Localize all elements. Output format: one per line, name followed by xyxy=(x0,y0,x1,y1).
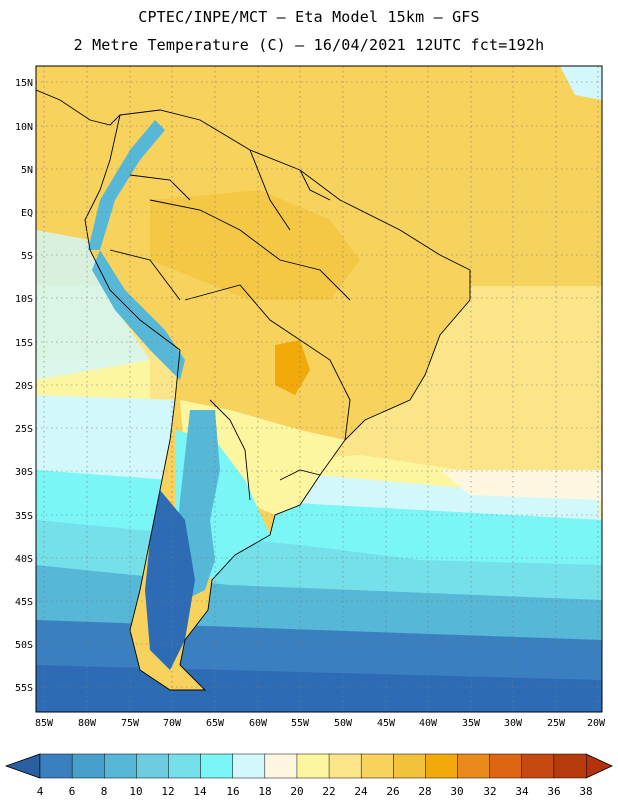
colorbar-label: 30 xyxy=(450,785,463,798)
colorbar-label: 36 xyxy=(547,785,560,798)
lon-label: 80W xyxy=(78,718,97,729)
colorbar-swatch xyxy=(200,753,234,779)
colorbar-swatch xyxy=(457,753,491,779)
lon-label: 60W xyxy=(249,718,268,729)
colorbar-swatch xyxy=(136,753,170,779)
chart-title-line2: 2 Metre Temperature (C) – 16/04/2021 12U… xyxy=(73,36,545,54)
central-andes-cold xyxy=(92,250,185,380)
colorbar-high-arrow xyxy=(585,753,613,779)
colorbar-label: 38 xyxy=(579,785,592,798)
lat-label: 55S xyxy=(15,683,33,694)
colorbar-swatch xyxy=(39,753,73,779)
colorbar-swatch xyxy=(168,753,202,779)
lat-label: 25S xyxy=(15,424,33,435)
lon-label: 70W xyxy=(163,718,182,729)
colorbar-label: 4 xyxy=(37,785,44,798)
colorbar-label: 20 xyxy=(290,785,303,798)
colorbar-swatch xyxy=(264,753,298,779)
lat-label: 50S xyxy=(15,640,33,651)
southern-andes-coldest xyxy=(145,490,195,670)
colorbar-label: 32 xyxy=(483,785,496,798)
lon-label: 75W xyxy=(121,718,140,729)
colorbar-swatch xyxy=(296,753,330,779)
colorbar-label: 26 xyxy=(386,785,399,798)
amazon-warm-region xyxy=(150,190,360,300)
lon-label: 25W xyxy=(547,718,566,729)
longitude-labels: 85W 80W 75W 70W 65W 60W 55W 50W 45W 40W … xyxy=(35,718,606,729)
lat-label: EQ xyxy=(21,208,33,219)
lat-label: 5N xyxy=(21,165,33,176)
colorbar-swatch xyxy=(232,753,266,779)
lat-label: 15S xyxy=(15,338,33,349)
colorbar-label: 16 xyxy=(226,785,239,798)
lat-label: 45S xyxy=(15,597,33,608)
colorbar-swatch xyxy=(553,753,587,779)
colorbar-swatch xyxy=(360,753,394,779)
colorbar-label: 12 xyxy=(161,785,174,798)
chart-title-line1: CPTEC/INPE/MCT – Eta Model 15km – GFS xyxy=(138,8,480,26)
lon-label: 50W xyxy=(334,718,353,729)
lon-label: 85W xyxy=(35,718,54,729)
colorbar-low-arrow xyxy=(4,753,41,779)
atlantic-pale-patch xyxy=(440,470,602,500)
lat-label: 30S xyxy=(15,467,33,478)
lon-label: 55W xyxy=(291,718,310,729)
colorbar-labels: 4 6 8 10 12 14 16 18 20 22 24 26 28 30 3… xyxy=(37,785,593,798)
map-frame xyxy=(35,65,603,713)
colorbar-label: 6 xyxy=(69,785,76,798)
central-america-land xyxy=(36,75,120,125)
colorbar: 4 6 8 10 12 14 16 18 20 22 24 26 28 30 3… xyxy=(4,753,613,798)
lat-label: 5S xyxy=(21,251,33,262)
lat-label: 10S xyxy=(15,294,33,305)
northern-andes-cold xyxy=(88,120,165,250)
colorbar-swatch xyxy=(328,753,362,779)
pacific-coastal-upwelling xyxy=(36,230,150,380)
colorbar-swatch xyxy=(489,753,523,779)
colorbar-label: 22 xyxy=(322,785,335,798)
lat-label: 20S xyxy=(15,381,33,392)
lat-label: 15N xyxy=(15,78,33,89)
colorbar-label: 10 xyxy=(129,785,142,798)
lat-label: 35S xyxy=(15,511,33,522)
lat-label: 40S xyxy=(15,554,33,565)
latitude-labels: 15N 10N 5N EQ 5S 10S 15S 20S 25S 30S 35S… xyxy=(15,78,33,694)
colorbar-label: 24 xyxy=(354,785,368,798)
country-borders xyxy=(36,89,471,691)
lon-label: 45W xyxy=(377,718,396,729)
colorbar-swatch xyxy=(393,753,426,779)
colorbar-label: 8 xyxy=(101,785,108,798)
lon-label: 40W xyxy=(419,718,438,729)
colorbar-swatch xyxy=(521,753,555,779)
map-field xyxy=(36,66,602,712)
lon-label: 30W xyxy=(504,718,523,729)
colorbar-swatch xyxy=(71,753,105,779)
lon-label: 20W xyxy=(587,718,606,729)
colorbar-swatch xyxy=(103,753,137,779)
colorbar-label: 18 xyxy=(258,785,271,798)
colorbar-label: 34 xyxy=(515,785,529,798)
hot-spot-region xyxy=(275,340,310,395)
lat-label: 10N xyxy=(15,122,33,133)
colorbar-swatches xyxy=(39,753,587,779)
caribbean-cool-patch xyxy=(560,66,602,100)
colorbar-label: 14 xyxy=(193,785,207,798)
lon-label: 35W xyxy=(462,718,481,729)
colorbar-swatch xyxy=(425,753,459,779)
colorbar-label: 28 xyxy=(418,785,431,798)
lon-label: 65W xyxy=(206,718,225,729)
